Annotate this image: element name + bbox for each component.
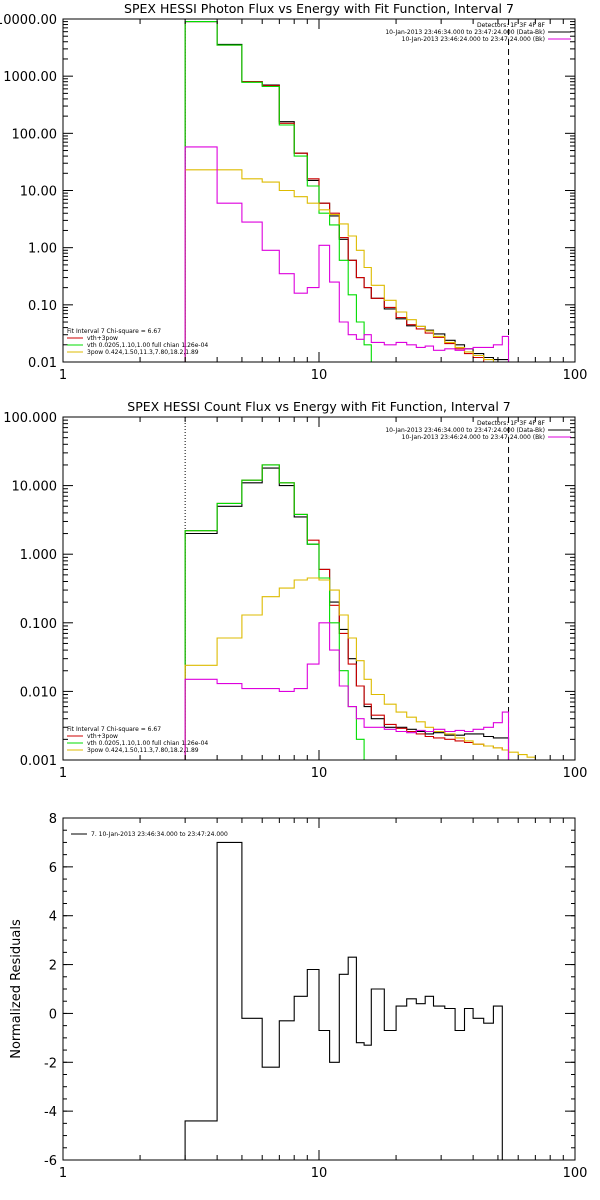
x-tick-label: 1	[59, 766, 67, 781]
series-line-4	[184, 622, 510, 760]
series-line-3	[184, 169, 494, 362]
header-text-2: 10-Jan-2013 23:46:24.000 to 23:47:24.000…	[402, 434, 545, 441]
y-tick-label: -4	[44, 1105, 57, 1120]
y-tick-label: 1.000	[20, 548, 57, 563]
series-line-2	[184, 21, 385, 362]
panel-3: 1 10 100 -6 -4 -2 0 2 4 6 8 Normalized Residuals 7. …	[9, 812, 587, 1181]
legend-text: 7. 10-Jan-2013 23:46:34.000 to 23:47:24.…	[91, 831, 228, 838]
x-tick-label: 10	[311, 1166, 328, 1181]
y-tick-label: 1.00	[28, 242, 57, 257]
series-line-3	[184, 577, 554, 760]
header-text-0: Detectors: 1F 3F 4F 8F	[477, 420, 546, 427]
series-line-0	[184, 21, 510, 362]
y-axis-label: Normalized Residuals	[9, 919, 24, 1059]
panel-1-series	[184, 21, 510, 362]
x-tick-label: 100	[563, 368, 588, 383]
y-tick-label: 4	[49, 910, 57, 925]
panel-2-series	[184, 464, 554, 760]
y-tick-label: 0.010	[20, 685, 57, 700]
x-tick-label: 100	[563, 766, 588, 781]
series-line-0	[184, 841, 510, 1160]
x-tick-label: 100	[563, 1166, 588, 1181]
fit-legend-text-3: 3pow 0.424,1.50,11.3,7.80,18.2,1.89	[87, 349, 199, 356]
panel-2-title: SPEX HESSI Count Flux vs Energy with Fit…	[127, 399, 510, 414]
y-tick-label: 10.000	[12, 480, 58, 495]
header-text-1: 10-Jan-2013 23:46:34.000 to 23:47:24.000…	[385, 427, 545, 434]
x-tick-label: 10	[311, 368, 328, 383]
fit-legend-text-1: vth+3pow	[87, 335, 118, 342]
y-tick-label: 0.100	[20, 617, 57, 632]
fit-legend-text-2: vth 0.0205,1.10,1.00 full chian 1.26e-04	[87, 342, 208, 349]
y-tick-label: 0.01	[28, 356, 57, 371]
y-tick-label: 2	[49, 959, 57, 974]
series-line-4	[184, 146, 510, 362]
y-tick-label: 1000.00	[3, 70, 57, 85]
panel-3-series	[184, 841, 510, 1160]
y-tick-label: 0	[49, 1007, 57, 1022]
panel-1-title: SPEX HESSI Photon Flux vs Energy with Fi…	[124, 1, 514, 16]
fit-legend-text-0: Fit Interval 7 Chi-square = 6.67	[67, 328, 161, 335]
y-tick-label: 10000.00	[0, 13, 57, 28]
fit-legend-text-0: Fit Interval 7 Chi-square = 6.67	[67, 726, 161, 733]
y-tick-label: 0.10	[28, 299, 57, 314]
series-line-1	[184, 21, 494, 362]
y-tick-label: 100.000	[3, 411, 57, 426]
y-tick-label: 8	[49, 812, 57, 827]
header-text-2: 10-Jan-2013 23:46:24.000 to 23:47:24.000…	[402, 36, 545, 43]
panel-1: SPEX HESSI Photon Flux vs Energy with Fi…	[0, 1, 587, 383]
series-line-2	[184, 464, 372, 760]
header-text-1: 10-Jan-2013 23:46:34.000 to 23:47:24.000…	[385, 29, 545, 36]
plot-frame	[62, 416, 576, 761]
header-text-0: Detectors: 1F 3F 4F 8F	[477, 22, 546, 29]
y-tick-label: -6	[44, 1154, 57, 1169]
y-tick-label: 100.00	[12, 127, 58, 142]
y-tick-label: 10.00	[20, 185, 57, 200]
fit-legend-text-2: vth 0.0205,1.10,1.00 full chian 1.26e-04	[87, 740, 208, 747]
panel-2: SPEX HESSI Count Flux vs Energy with Fit…	[3, 399, 587, 781]
x-tick-label: 10	[311, 766, 328, 781]
fit-legend-text-3: 3pow 0.424,1.50,11.3,7.80,18.2,1.89	[87, 747, 199, 754]
y-tick-label: -2	[44, 1056, 57, 1071]
x-tick-label: 1	[59, 368, 67, 383]
y-tick-label: 6	[49, 861, 57, 876]
series-line-0	[184, 467, 510, 760]
fit-legend-text-1: vth+3pow	[87, 733, 118, 740]
y-tick-label: 0.001	[20, 754, 57, 769]
x-tick-label: 1	[59, 1166, 67, 1181]
